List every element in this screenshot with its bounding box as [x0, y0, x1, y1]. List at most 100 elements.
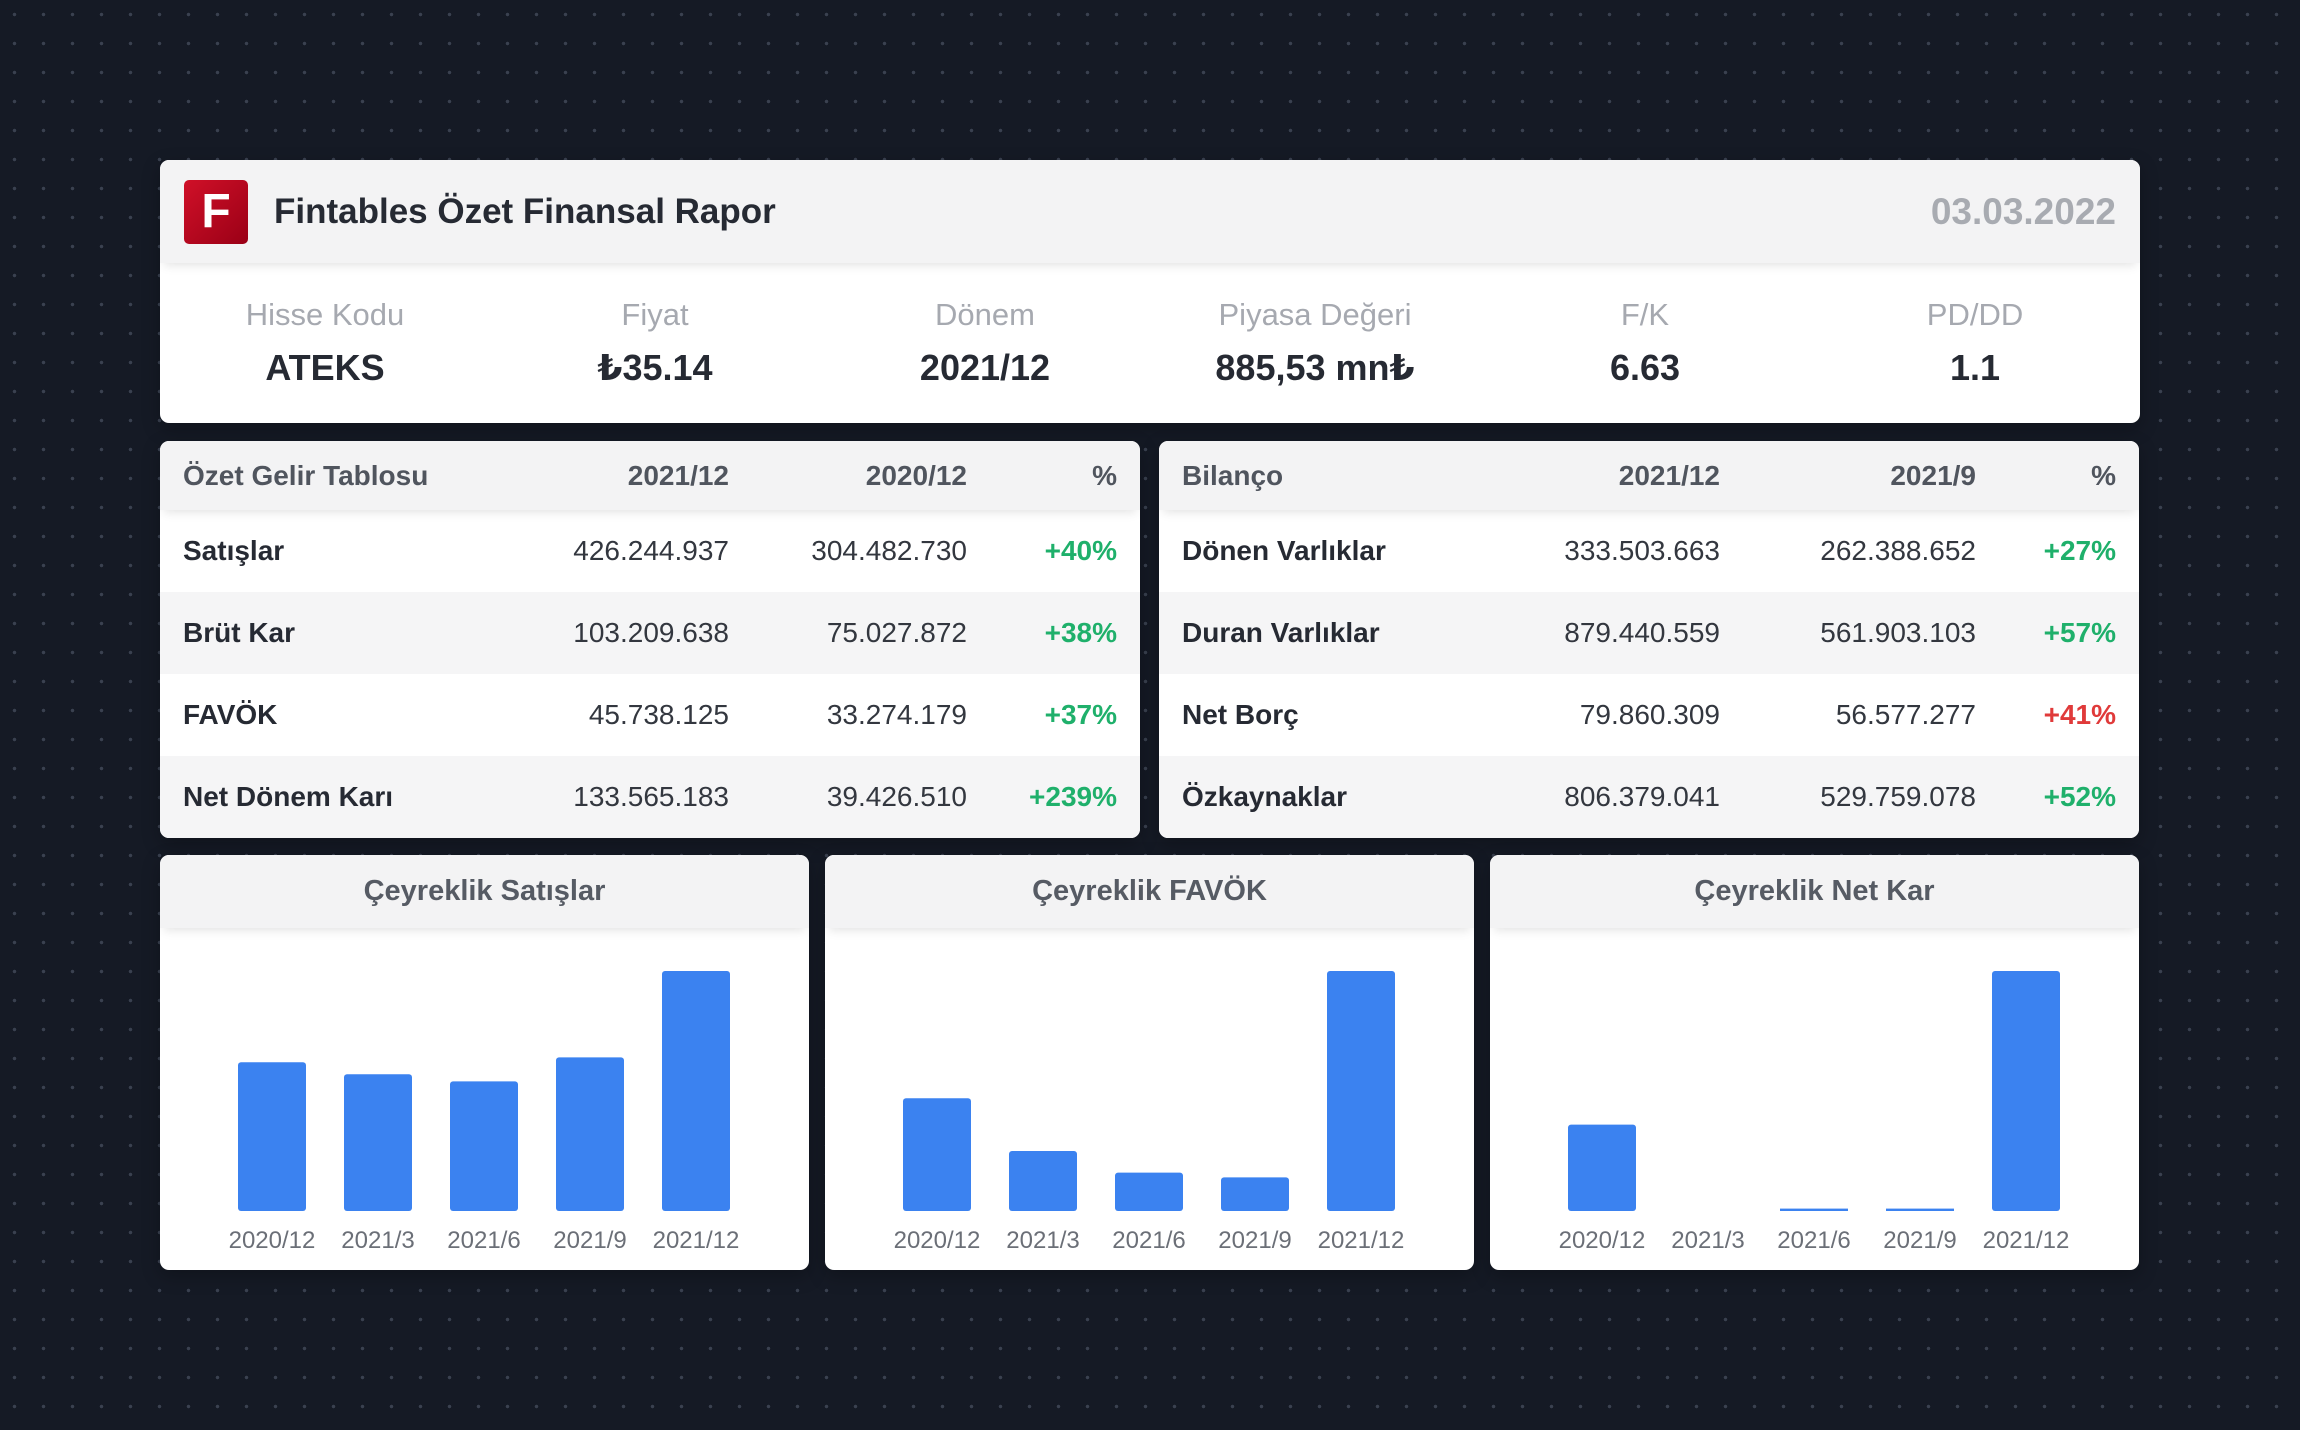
quarterly-net-profit-chart: Çeyreklik Net Kar 2020/12 2021/3 2021/6 202…: [1490, 855, 2139, 1270]
current-value: 806.379.041: [1564, 781, 1720, 812]
chart-bar: [556, 1057, 624, 1211]
current-value: 333.503.663: [1564, 535, 1720, 566]
current-value: 103.209.638: [573, 617, 729, 648]
chart-bar: [1886, 1208, 1954, 1211]
previous-value: 56.577.277: [1835, 699, 1976, 730]
table-row: Satışlar 426.244.937 304.482.730 +40%: [160, 510, 1140, 592]
column-header: Bilanço: [1182, 459, 1284, 491]
stat-period: Dönem 2021/12: [820, 263, 1150, 423]
previous-value: 262.388.652: [1820, 535, 1976, 566]
row-label: Dönen Varlıklar: [1182, 535, 1386, 566]
column-header: 2020/12: [865, 459, 967, 491]
table-row: Duran Varlıklar 879.440.559 561.903.103 …: [1159, 592, 2139, 674]
table-header: Özet Gelir Tablosu 2021/12 2020/12 %: [160, 441, 1140, 510]
x-tick-label: 2021/9: [553, 1227, 626, 1254]
change-percent: +239%: [1029, 781, 1117, 812]
change-percent: +38%: [1044, 617, 1117, 648]
quarterly-sales-chart: Çeyreklik Satışlar 2020/12 2021/3 2021/6 20…: [160, 855, 809, 1270]
current-value: 426.244.937: [573, 535, 729, 566]
column-header: %: [2091, 459, 2116, 491]
stat-value: ATEKS: [265, 347, 385, 388]
stat-market-cap: Piyasa Değeri 885,53 mn₺: [1150, 263, 1480, 423]
current-value: 45.738.125: [588, 699, 729, 730]
stat-label: PD/DD: [1926, 297, 2024, 332]
x-tick-label: 2021/9: [1218, 1227, 1291, 1254]
x-tick-label: 2021/12: [653, 1227, 740, 1254]
chart-bar: [344, 1074, 412, 1211]
chart-bar: [1115, 1172, 1183, 1211]
bar-chart-svg: 2020/12 2021/3 2021/6 2021/9 2021/12: [229, 971, 740, 1254]
change-percent: +41%: [2043, 699, 2116, 730]
chart-bar: [238, 1062, 306, 1211]
stat-label: Piyasa Değeri: [1218, 297, 1412, 332]
change-percent: +52%: [2043, 781, 2116, 812]
x-tick-label: 2021/9: [1883, 1227, 1956, 1254]
x-tick-label: 2021/12: [1983, 1227, 2070, 1254]
report-date: 03.03.2022: [1930, 190, 2116, 232]
report-header-card: F Fintables Özet Finansal Rapor 03.03.20…: [160, 160, 2140, 423]
x-tick-label: 2021/6: [447, 1227, 520, 1254]
change-percent: +37%: [1044, 699, 1117, 730]
table-header: Bilanço 2021/12 2021/9 %: [1159, 441, 2139, 510]
x-tick-label: 2020/12: [894, 1227, 981, 1254]
stat-label: Dönem: [935, 297, 1035, 332]
stat-pb: PD/DD 1.1: [1810, 263, 2140, 423]
table-row: Net Borç 79.860.309 56.577.277 +41%: [1159, 674, 2139, 756]
stat-value: ₺35.14: [597, 347, 713, 388]
change-percent: +27%: [2043, 535, 2116, 566]
previous-value: 561.903.103: [1820, 617, 1976, 648]
previous-value: 75.027.872: [826, 617, 967, 648]
row-label: Brüt Kar: [183, 617, 296, 648]
table-row: FAVÖK 45.738.125 33.274.179 +37%: [160, 674, 1140, 756]
stat-value: 6.63: [1609, 347, 1681, 388]
row-label: Özkaynaklar: [1182, 781, 1347, 812]
chart-bar: [450, 1081, 518, 1211]
chart-bar: [1009, 1151, 1077, 1211]
stat-label: F/K: [1620, 297, 1670, 332]
fintables-logo-icon: F: [184, 179, 248, 244]
income-statement-table: Özet Gelir Tablosu 2021/12 2020/12 % Sat…: [160, 441, 1140, 838]
x-tick-label: 2021/6: [1112, 1227, 1185, 1254]
chart-bar: [1221, 1177, 1289, 1211]
stat-ticker: Hisse Kodu ATEKS: [160, 263, 490, 423]
x-tick-label: 2021/6: [1777, 1227, 1850, 1254]
column-header: %: [1092, 459, 1117, 491]
table-row: Brüt Kar 103.209.638 75.027.872 +38%: [160, 592, 1140, 674]
x-tick-label: 2021/3: [341, 1227, 414, 1254]
previous-value: 39.426.510: [826, 781, 967, 812]
column-header: 2021/12: [627, 459, 729, 491]
table-row: Özkaynaklar 806.379.041 529.759.078 +52%: [1159, 756, 2139, 838]
chart-bar: [1992, 971, 2060, 1211]
stat-label: Hisse Kodu: [245, 297, 405, 332]
x-tick-label: 2020/12: [1559, 1227, 1646, 1254]
bar-chart-svg: 2020/12 2021/3 2021/6 2021/9 2021/12: [894, 971, 1404, 1254]
stat-value: 1.1: [1949, 347, 2001, 388]
quarterly-ebitda-chart: Çeyreklik FAVÖK 2020/12 2021/3 2021/6 2021/…: [825, 855, 1474, 1270]
row-label: Net Borç: [1182, 699, 1299, 730]
previous-value: 529.759.078: [1820, 781, 1976, 812]
balance-sheet-table: Bilanço 2021/12 2021/9 % Dönen Varlıklar…: [1159, 441, 2139, 838]
title-bar: F Fintables Özet Finansal Rapor 03.03.20…: [160, 160, 2140, 263]
chart-title: Çeyreklik Satışlar: [160, 855, 809, 928]
previous-value: 33.274.179: [826, 699, 967, 730]
chart-bar: [903, 1098, 971, 1211]
x-tick-label: 2020/12: [229, 1227, 316, 1254]
row-label: Satışlar: [183, 535, 285, 566]
chart-bar: [662, 971, 730, 1211]
chart-bar: [1780, 1208, 1848, 1211]
current-value: 79.860.309: [1579, 699, 1720, 730]
chart-bar: [1568, 1124, 1636, 1211]
chart-title: Çeyreklik FAVÖK: [825, 855, 1474, 928]
table-row: Net Dönem Karı 133.565.183 39.426.510 +2…: [160, 756, 1140, 838]
bar-chart-svg: 2020/12 2021/3 2021/6 2021/9 2021/12: [1559, 971, 2070, 1254]
chart-bar: [1327, 971, 1395, 1211]
table-row: Dönen Varlıklar 333.503.663 262.388.652 …: [1159, 510, 2139, 592]
chart-title: Çeyreklik Net Kar: [1490, 855, 2139, 928]
stat-value: 885,53 mn₺: [1215, 347, 1415, 388]
row-label: Duran Varlıklar: [1182, 617, 1380, 648]
stat-value: 2021/12: [919, 347, 1051, 388]
x-tick-label: 2021/3: [1006, 1227, 1079, 1254]
row-label: Net Dönem Karı: [183, 781, 394, 812]
stat-pe: F/K 6.63: [1480, 263, 1810, 423]
change-percent: +57%: [2043, 617, 2116, 648]
